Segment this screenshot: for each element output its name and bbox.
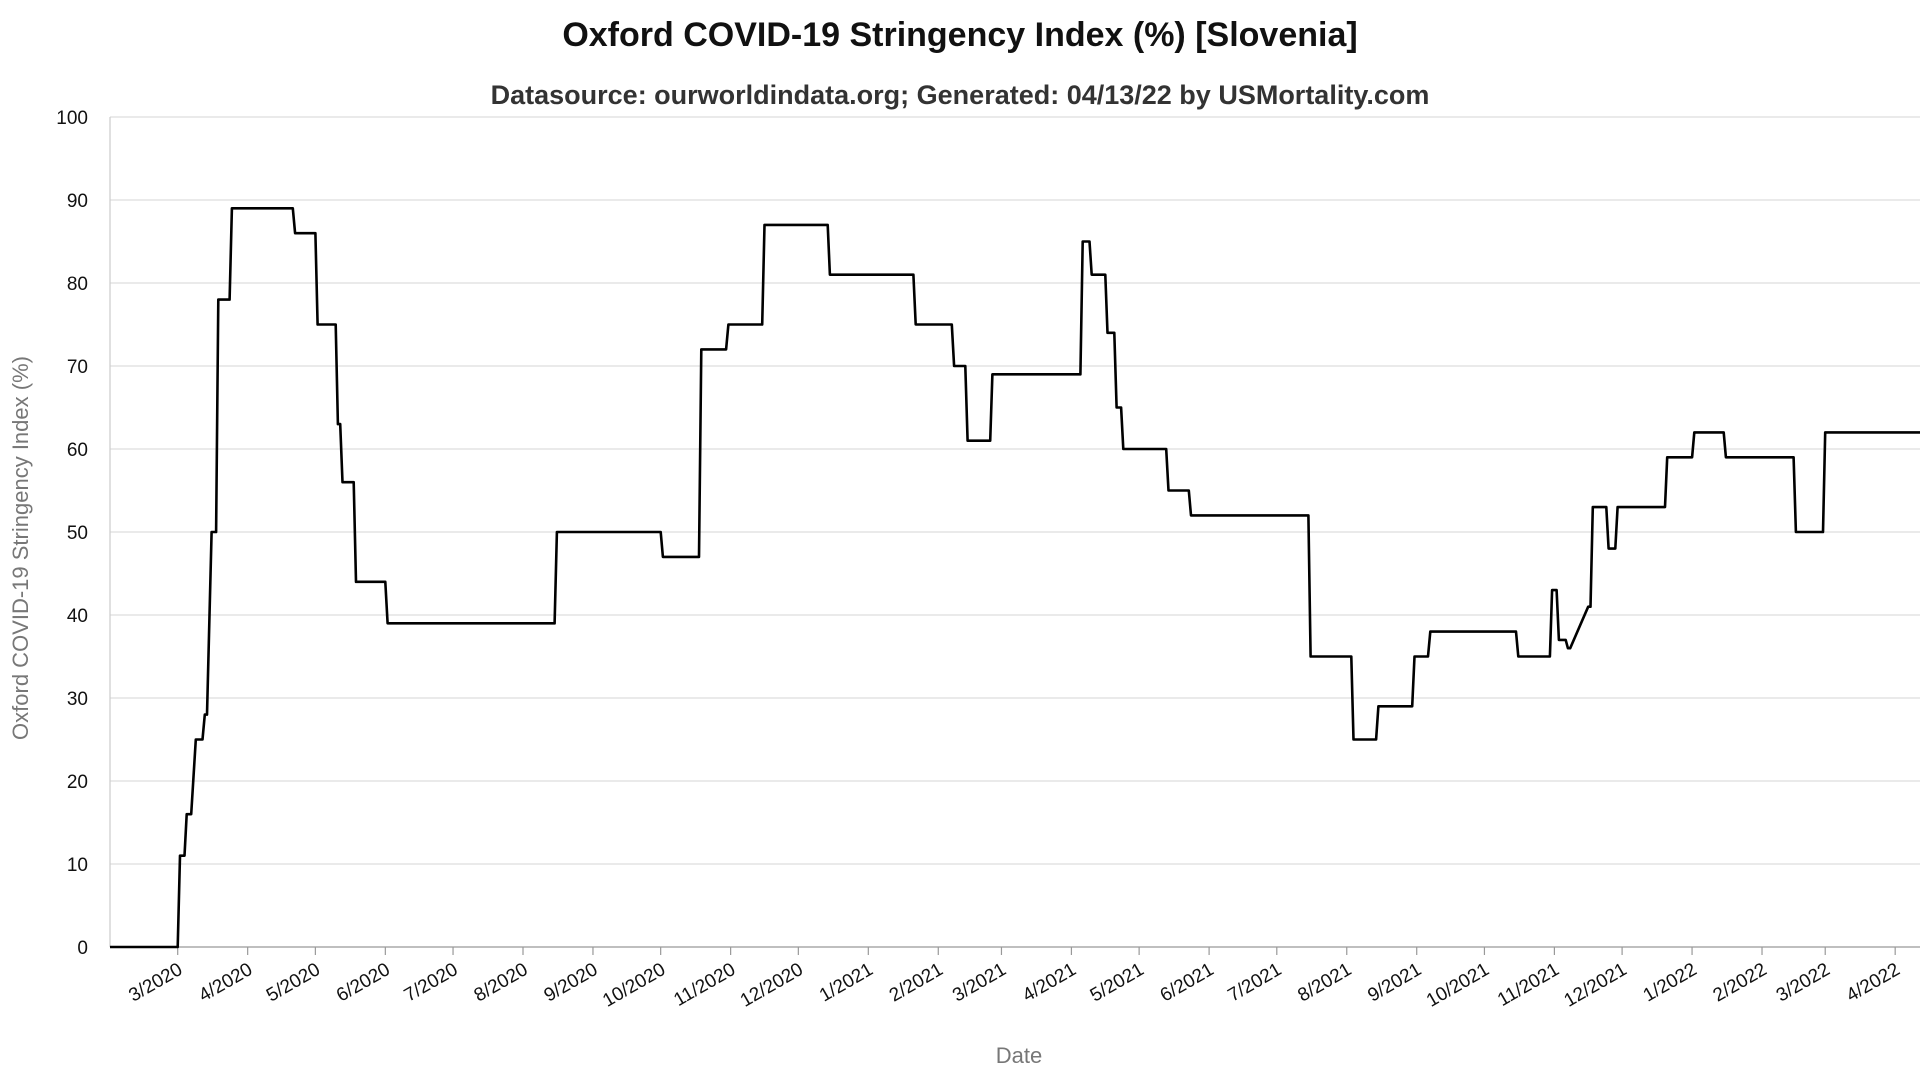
y-tick-label: 60 <box>67 440 88 461</box>
x-tick-label: 7/2021 <box>1224 959 1285 1006</box>
x-tick-label: 5/2021 <box>1087 959 1148 1006</box>
y-axis-ticks: 0 10 20 30 40 50 60 70 80 90 100 <box>56 108 88 959</box>
x-tick-label: 4/2020 <box>195 959 256 1006</box>
gridlines <box>109 116 1920 948</box>
y-tick-label: 80 <box>67 274 88 295</box>
y-tick-label: 100 <box>56 108 88 129</box>
x-tick-label: 8/2020 <box>471 959 532 1006</box>
y-tick-label: 70 <box>67 357 88 378</box>
x-tick-label: 5/2020 <box>263 959 324 1006</box>
x-tick-label: 3/2020 <box>125 959 186 1006</box>
y-tick-label: 20 <box>67 772 88 793</box>
x-tick-label: 11/2020 <box>670 959 739 1011</box>
x-tick-label: 10/2020 <box>599 959 669 1012</box>
x-tick-label: 9/2021 <box>1364 959 1425 1006</box>
y-axis-title: Oxford COVID-19 Stringency Index (%) <box>8 356 33 740</box>
x-axis-title: Date <box>996 1043 1042 1068</box>
chart-subtitle: Datasource: ourworldindata.org; Generate… <box>490 80 1430 110</box>
y-tick-label: 10 <box>67 855 88 876</box>
x-tick-label: 12/2020 <box>737 959 807 1012</box>
y-tick-label: 30 <box>67 689 88 710</box>
x-tick-label: 6/2021 <box>1157 959 1218 1006</box>
y-tick-label: 90 <box>67 191 88 212</box>
chart-title: Oxford COVID-19 Stringency Index (%) [Sl… <box>562 16 1358 54</box>
x-tick-label: 1/2022 <box>1640 959 1701 1006</box>
x-tick-label: 8/2021 <box>1294 959 1355 1006</box>
x-tick-label: 1/2021 <box>816 959 877 1006</box>
series-line <box>110 207 1920 949</box>
x-tick-label: 12/2021 <box>1561 959 1631 1012</box>
x-tick-label: 9/2020 <box>541 959 602 1006</box>
x-tick-label: 3/2021 <box>949 959 1010 1006</box>
y-tick-label: 50 <box>67 523 88 544</box>
x-axis: 3/2020 4/2020 5/2020 6/2020 7/2020 8/2020 9/20… <box>125 947 1904 1012</box>
x-tick-label: 2/2021 <box>886 959 947 1006</box>
x-tick-label: 7/2020 <box>401 959 462 1006</box>
x-tick-label: 10/2021 <box>1423 959 1493 1012</box>
y-tick-label: 0 <box>77 938 88 959</box>
x-tick-label: 4/2021 <box>1019 959 1080 1006</box>
series-group <box>110 207 1920 949</box>
x-tick-label: 2/2022 <box>1710 959 1771 1006</box>
x-tick-label: 11/2021 <box>1494 959 1563 1011</box>
x-tick-label: 4/2022 <box>1843 959 1904 1006</box>
y-tick-label: 40 <box>67 606 88 627</box>
x-tick-label: 6/2020 <box>333 959 394 1006</box>
x-tick-label: 3/2022 <box>1773 959 1834 1006</box>
